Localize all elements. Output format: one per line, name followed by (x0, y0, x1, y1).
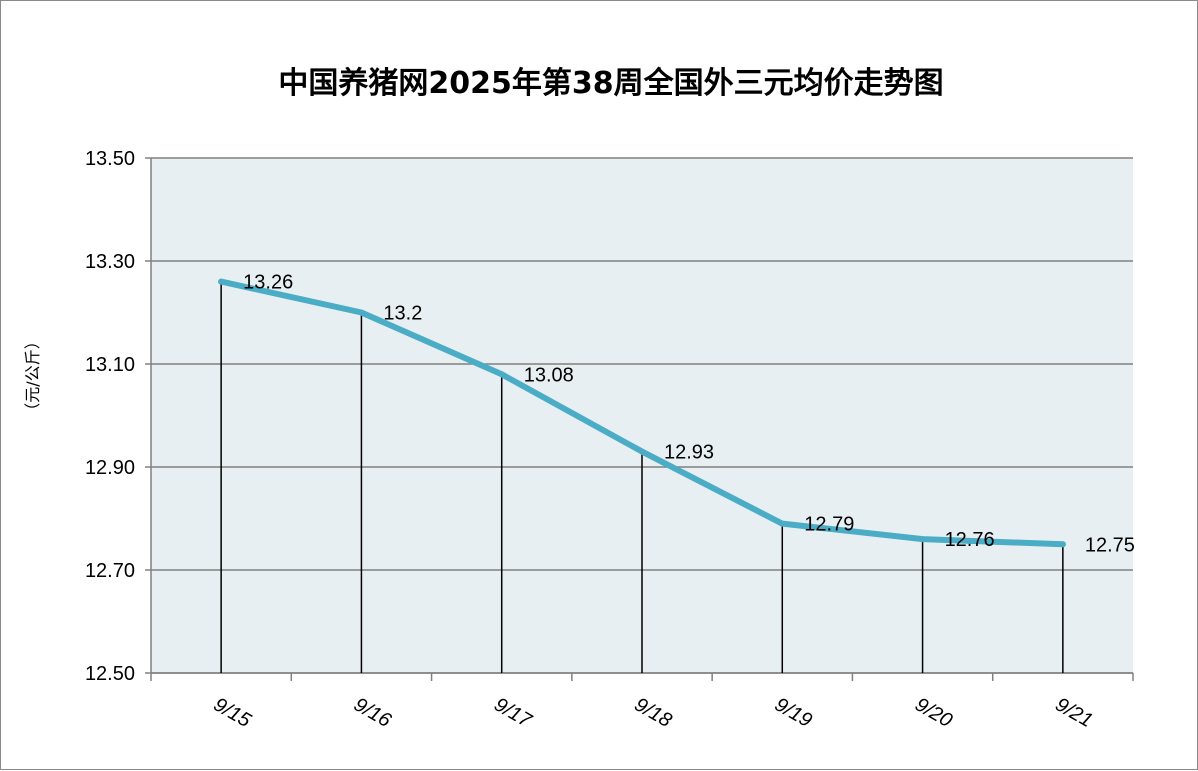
y-tick-label: 12.70 (85, 560, 135, 582)
data-label: 12.79 (804, 514, 854, 536)
y-axis-label: （元/公斤） (23, 333, 42, 418)
x-tick-label: 9/21 (1051, 694, 1096, 733)
plot-area: 12.50 12.70 12.90 13.10 13.30 13.50 13.26 13.2 1… (85, 148, 1135, 732)
x-tick-label: 9/20 (911, 694, 956, 733)
data-point (1059, 541, 1066, 548)
data-label: 12.76 (945, 529, 995, 551)
data-label: 12.75 (1085, 534, 1135, 556)
y-tick-label: 13.30 (85, 251, 135, 273)
data-point (358, 309, 365, 316)
x-tick-label: 9/18 (631, 694, 676, 733)
data-label: 13.08 (524, 364, 574, 386)
data-point (218, 278, 225, 285)
data-point (639, 448, 645, 455)
y-tick-label: 12.90 (85, 457, 135, 479)
y-tick-label: 13.10 (85, 354, 135, 376)
x-tick-label: 9/17 (490, 694, 535, 733)
data-point (498, 371, 505, 378)
data-point (919, 536, 926, 543)
y-tick-label: 12.50 (85, 663, 135, 685)
x-tick-label: 9/16 (350, 694, 395, 733)
chart-title: 中国养猪网2025年第38周全国外三元均价走势图 (278, 66, 943, 101)
x-tick-label: 9/19 (771, 694, 816, 733)
y-tick-label: 13.50 (85, 148, 135, 170)
data-label: 12.93 (664, 442, 714, 464)
data-label: 13.2 (383, 303, 422, 325)
x-tick-label: 9/15 (210, 694, 255, 733)
data-point (779, 520, 786, 527)
data-label: 13.26 (243, 272, 293, 294)
